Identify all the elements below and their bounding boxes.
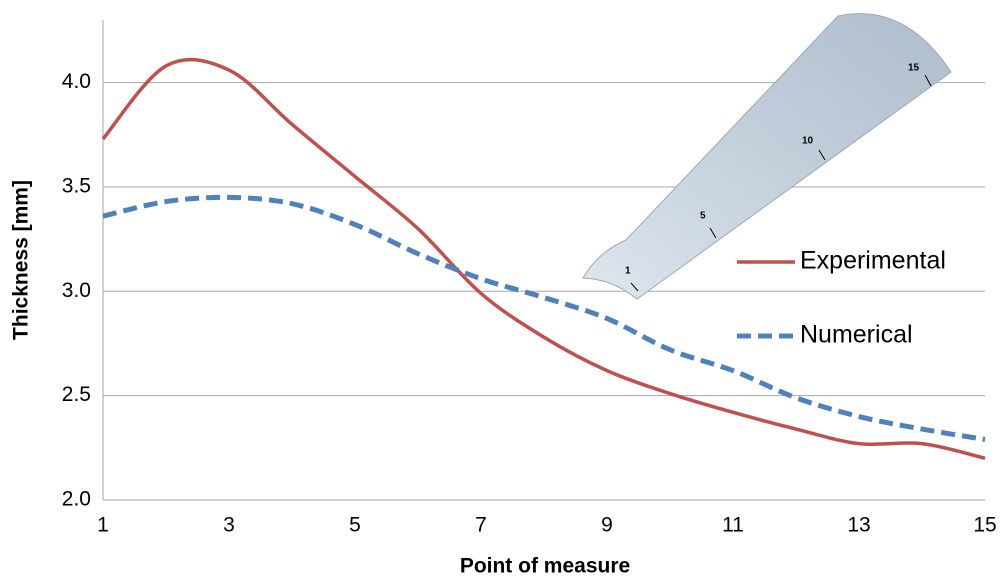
x-tick-label: 5 bbox=[349, 514, 361, 537]
x-axis-title: Point of measure bbox=[460, 555, 630, 578]
x-tick-label: 3 bbox=[223, 514, 235, 537]
x-tick-label: 15 bbox=[973, 514, 996, 537]
x-tick-label: 7 bbox=[475, 514, 487, 537]
annotation: 5 bbox=[700, 211, 706, 222]
x-tick-label: 13 bbox=[847, 514, 870, 537]
series-line bbox=[103, 197, 985, 439]
x-tick-label: 1 bbox=[97, 514, 109, 537]
x-tick-label: 11 bbox=[722, 514, 744, 537]
y-tick-label: 3.0 bbox=[62, 279, 91, 302]
x-tick-label: 9 bbox=[601, 514, 613, 537]
y-tick-label: 3.5 bbox=[62, 175, 91, 198]
y-axis-title: Thickness [mm] bbox=[10, 180, 33, 340]
annotation: 1 bbox=[625, 266, 631, 277]
annotation: 15 bbox=[908, 63, 920, 74]
y-tick-label: 4.0 bbox=[62, 70, 91, 93]
legend-label: Numerical bbox=[800, 321, 913, 349]
chart: 2.02.53.03.54.0 1 5 10 15 Point of measu… bbox=[0, 0, 1002, 580]
y-tick-label: 2.5 bbox=[62, 383, 91, 406]
y-tick-label: 2.0 bbox=[62, 488, 91, 511]
legend-label: Experimental bbox=[800, 247, 946, 275]
annotation: 10 bbox=[802, 136, 814, 147]
